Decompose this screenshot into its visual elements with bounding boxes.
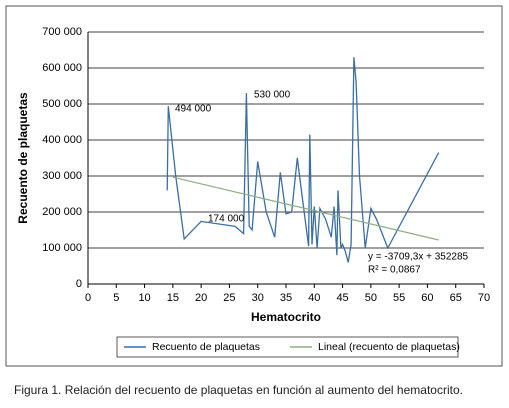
x-tick-label: 60 [421,292,433,304]
y-tick-label: 600 000 [42,62,82,74]
x-tick-label: 10 [138,292,150,304]
legend-box [116,336,459,358]
x-axis-title: Hematocrito [251,310,321,324]
y-tick-label: 200 000 [42,206,82,218]
chart-frame [5,5,503,367]
chart: Hematocrito Recuento de plaquetas 0 100 0… [5,5,503,367]
x-tick-label: 5 [113,292,119,304]
x-tick-label: 55 [393,292,405,304]
y-axis-title: Recuento de plaquetas [16,92,30,224]
annotation: R² = 0,0867 [368,265,421,276]
x-tick-label: 0 [85,292,91,304]
y-tick-label: 300 000 [42,170,82,182]
x-tick-label: 35 [280,292,292,304]
legend-label: Recuento de plaquetas [152,341,260,353]
series-line [166,57,440,263]
caption: Figura 1. Relación del recuento de plaqu… [14,383,463,397]
annotation: 530 000 [254,90,291,101]
x-tick-label: 15 [167,292,179,304]
annotation: y = -3709,3x + 352285 [368,252,469,263]
annotation: 174 000 [208,214,245,225]
x-tick-label: 40 [308,292,320,304]
x-tick-label: 65 [450,292,462,304]
annotation: 494 000 [175,104,212,115]
x-tick-label: 20 [195,292,207,304]
y-tick-label: 400 000 [42,134,82,146]
series-line [172,176,439,241]
y-tick-label: 700 000 [42,26,82,38]
y-tick-label: 100 000 [42,242,82,254]
x-tick-label: 25 [223,292,235,304]
legend-label: Lineal (recuento de plaquetas) [318,341,460,353]
x-tick-label: 30 [252,292,264,304]
x-tick-label: 70 [478,292,490,304]
x-tick-label: 50 [365,292,377,304]
y-tick-label: 0 [76,278,82,290]
x-tick-label: 45 [336,292,348,304]
y-tick-label: 500 000 [42,98,82,110]
